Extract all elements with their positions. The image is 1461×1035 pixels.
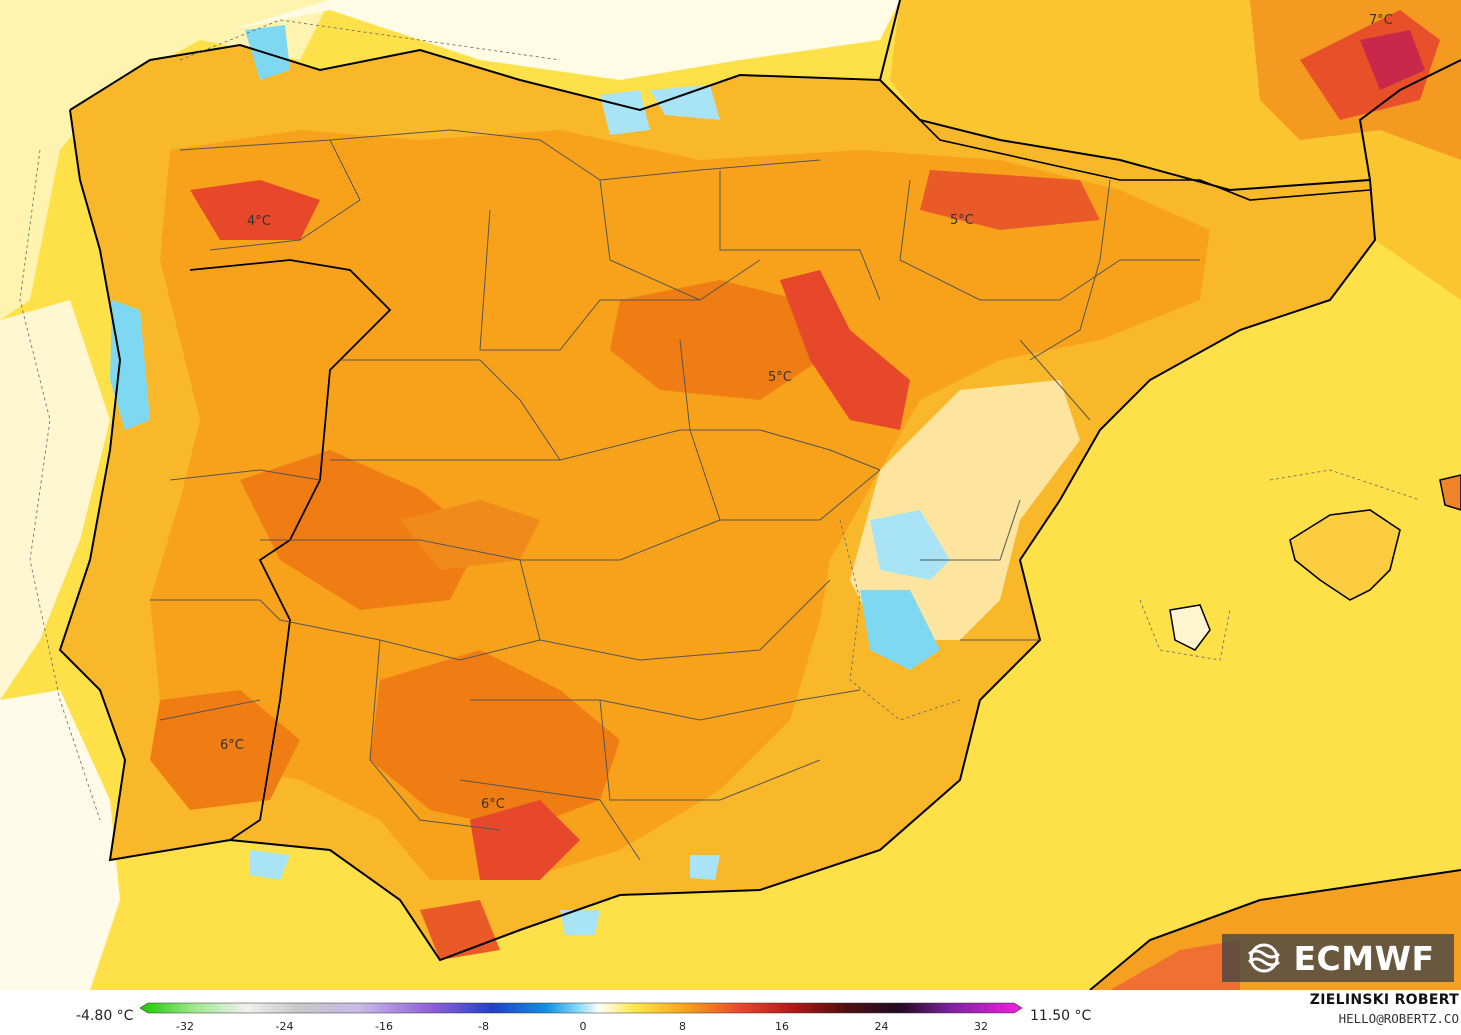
cold-area <box>245 25 290 80</box>
scale-tick-label: 24 <box>875 1020 889 1033</box>
scale-tick-label: -24 <box>276 1020 294 1033</box>
cold-area <box>690 855 720 880</box>
red-area <box>780 270 910 430</box>
legend-min-value: -4.80 °C <box>76 1008 134 1024</box>
color-scale: -32 -24 -16 -8 0 8 16 24 32 <box>140 1002 1023 1033</box>
red-area <box>190 180 320 240</box>
scale-tick-label: 8 <box>679 1020 686 1033</box>
dark-orange-area <box>240 450 480 610</box>
pyrenees-border <box>879 79 1371 201</box>
cold-area <box>560 910 600 935</box>
scale-tick-label: 0 <box>580 1020 587 1033</box>
scale-tick-label: -8 <box>478 1020 489 1033</box>
atlantic-pale-area <box>0 300 110 700</box>
atlantic-pale-area <box>0 0 330 320</box>
biscay-pale-area <box>230 0 900 80</box>
ecmwf-logo: ECMWF <box>1222 934 1454 982</box>
cold-area <box>650 85 720 120</box>
legend-max-value: 11.50 °C <box>1030 1008 1092 1024</box>
scale-ticks: -32 -24 -16 -8 0 8 16 24 32 <box>176 1020 988 1033</box>
ecmwf-logo-text: ECMWF <box>1293 938 1435 978</box>
scale-tick-label: -16 <box>375 1020 393 1033</box>
dark-orange-area <box>400 500 540 570</box>
portugal-border <box>189 259 392 841</box>
temp-label-southwest: 6°C <box>220 738 244 753</box>
cold-area <box>860 590 940 670</box>
cold-area <box>870 510 950 580</box>
temp-label-france: 7°C <box>1369 13 1393 28</box>
france-coastline <box>1358 59 1461 181</box>
red-area <box>470 800 580 880</box>
africa-warm <box>1110 940 1240 990</box>
temp-label-galicia: 4°C <box>247 214 271 229</box>
red-area <box>920 170 1100 230</box>
ecmwf-logo-icon <box>1248 943 1281 973</box>
temperature-map: 4°C 5°C 5°C 6°C 6°C 7°C <box>0 0 1461 990</box>
cold-area <box>250 850 290 880</box>
north-coastline <box>69 0 901 112</box>
menorca-island <box>1439 474 1461 511</box>
scale-tick-label: 16 <box>775 1020 789 1033</box>
contour-lines <box>19 19 1421 821</box>
dark-orange-area <box>370 650 620 830</box>
dark-orange-area <box>150 690 300 810</box>
africa-coastline <box>1089 869 1461 990</box>
author-email: HELLO@ROBERTZ.CO <box>1338 1011 1459 1026</box>
temp-label-central: 5°C <box>768 370 792 385</box>
cold-area <box>600 90 650 135</box>
atlantic-pale-area <box>0 690 120 990</box>
mallorca-island <box>1289 509 1401 601</box>
temp-label-pyrenees: 5°C <box>950 213 974 228</box>
dark-orange-area <box>610 280 820 400</box>
scale-tick-label: -32 <box>176 1020 194 1033</box>
cold-area <box>110 300 150 430</box>
author-name: ZIELINSKI ROBERT <box>1309 992 1459 1008</box>
province-lines <box>150 129 1200 861</box>
temp-label-south: 6°C <box>481 797 505 812</box>
ibiza-island <box>1169 604 1211 651</box>
france-hottest-spot <box>1360 30 1425 90</box>
peninsula-coastline <box>58 79 1377 962</box>
scale-tick-label: 32 <box>974 1020 988 1033</box>
color-scale-bar <box>140 1002 1023 1014</box>
